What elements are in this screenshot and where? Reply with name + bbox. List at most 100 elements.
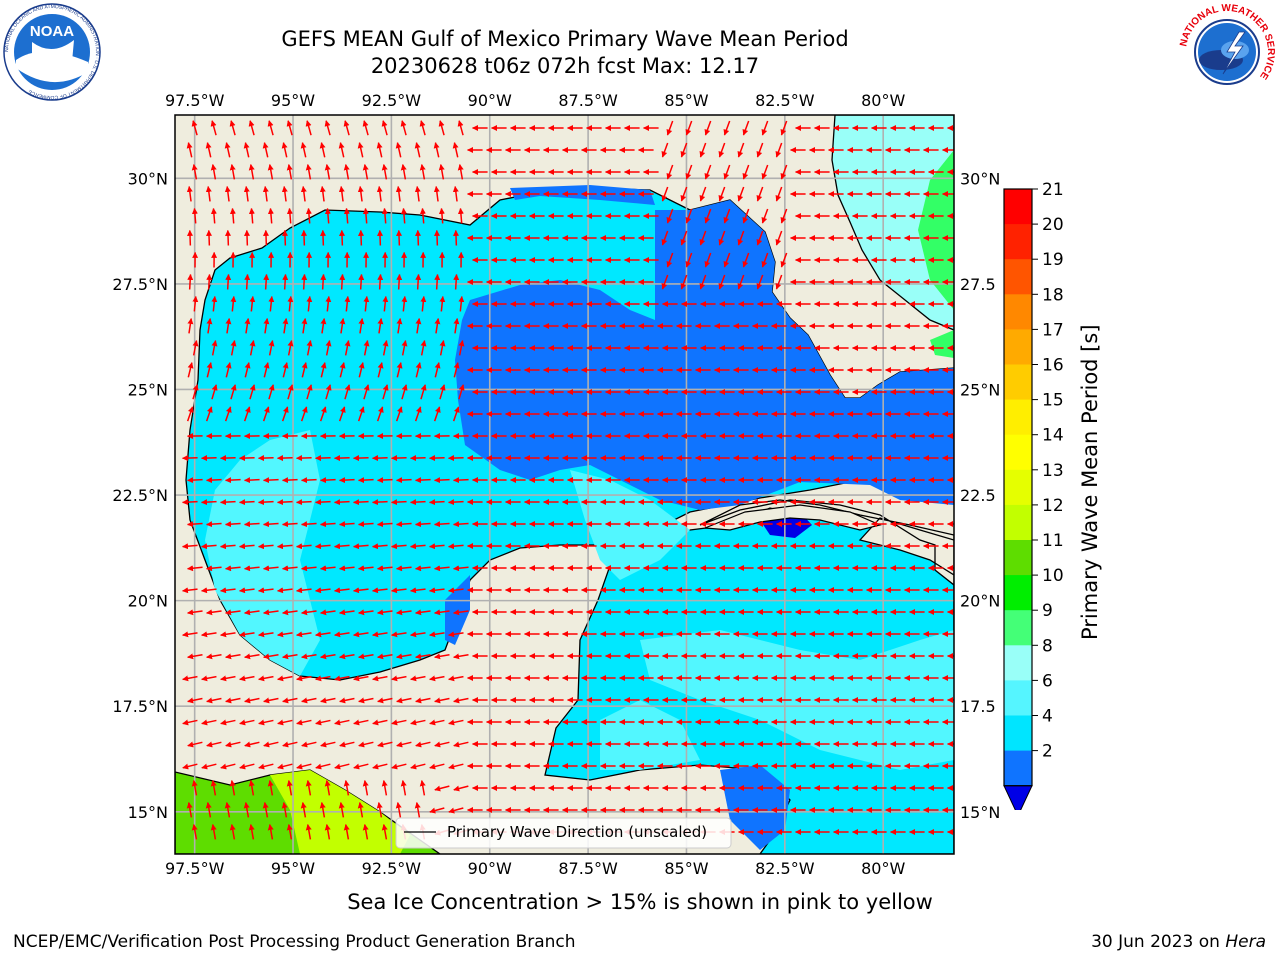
wave-arrow xyxy=(258,543,274,550)
wave-arrow xyxy=(395,185,402,202)
wave-arrow xyxy=(324,780,331,796)
wave-arrow xyxy=(306,295,313,312)
wave-arrow xyxy=(296,719,312,726)
wave-arrow xyxy=(301,741,317,748)
wave-arrow xyxy=(376,142,383,158)
wave-arrow xyxy=(206,521,222,528)
wave-arrow xyxy=(723,120,731,136)
wave-arrow xyxy=(448,543,464,550)
wave-arrow xyxy=(324,824,331,840)
noaa-logo: NOAA NATIONAL OCEANIC AND ATMOSPHERIC AD… xyxy=(3,3,101,101)
wave-arrow xyxy=(300,142,307,158)
wave-arrow xyxy=(343,824,350,840)
wave-arrow xyxy=(338,406,346,422)
wave-arrow xyxy=(205,185,212,202)
wave-arrow xyxy=(249,295,256,312)
wave-arrow xyxy=(187,565,203,572)
colorbar-tick-label: 12 xyxy=(1042,496,1064,516)
wave-arrow xyxy=(358,317,365,334)
colorbar-tick-label: 6 xyxy=(1042,671,1053,691)
wave-arrow xyxy=(338,802,345,818)
wave-arrow xyxy=(429,587,445,594)
wave-arrow xyxy=(320,609,336,616)
wave-arrow xyxy=(281,802,288,818)
wave-arrow xyxy=(357,142,364,158)
wave-arrow xyxy=(210,120,217,136)
colorbar-band xyxy=(1004,610,1032,646)
wave-arrow xyxy=(230,384,237,400)
wave-arrow xyxy=(301,653,317,660)
wave-arrow xyxy=(415,741,431,748)
wave-arrow xyxy=(201,675,217,682)
wave-arrow xyxy=(239,631,255,638)
wave-arrow xyxy=(262,185,269,202)
wave-arrow xyxy=(358,653,374,660)
lat-label-left: 30°N xyxy=(128,169,168,188)
wave-arrow xyxy=(315,719,331,726)
wave-arrow xyxy=(263,697,279,704)
wave-arrow xyxy=(434,273,441,290)
wave-arrow xyxy=(249,340,256,356)
wave-arrow xyxy=(267,207,274,224)
wave-arrow xyxy=(186,477,203,484)
wave-arrow xyxy=(410,675,426,682)
wave-arrow xyxy=(220,631,236,638)
wave-arrow xyxy=(718,274,726,290)
wave-arrow xyxy=(325,384,332,400)
wave-arrow xyxy=(186,406,194,422)
colorbar-band xyxy=(1004,294,1032,330)
map-title: GEFS MEAN Gulf of Mexico Primary Wave Me… xyxy=(0,26,1130,80)
wave-arrow xyxy=(205,142,212,158)
lon-labels-top: 97.5°W 95°W 92.5°W 90°W 87.5°W 85°W 82.5°W 80°W xyxy=(165,91,906,110)
lat-label-right: 17.5 xyxy=(960,697,996,716)
wave-arrow xyxy=(224,142,231,158)
wave-arrow xyxy=(301,609,317,616)
wave-arrow xyxy=(661,274,669,290)
wave-arrow xyxy=(401,295,408,312)
wave-arrow xyxy=(377,697,393,704)
wave-arrow xyxy=(187,362,194,378)
wave-arrow xyxy=(220,499,236,506)
wave-arrow xyxy=(334,499,350,506)
atlantic-long-period-2 xyxy=(930,330,954,358)
wave-arrow xyxy=(282,565,298,572)
lat-label-right: 30°N xyxy=(960,169,1000,188)
wave-arrow xyxy=(225,317,232,334)
wave-arrow xyxy=(438,207,445,224)
wave-arrow xyxy=(191,780,198,796)
wave-arrow xyxy=(187,609,203,616)
wave-arrow xyxy=(666,164,674,180)
wave-arrow xyxy=(433,142,440,158)
wave-arrow xyxy=(358,229,365,246)
wave-arrow xyxy=(419,207,426,224)
wave-arrow xyxy=(377,565,393,572)
wave-arrow xyxy=(377,521,393,528)
wave-arrow xyxy=(358,565,374,572)
wave-arrow xyxy=(410,587,426,594)
wave-arrow xyxy=(301,521,317,528)
wave-arrow xyxy=(244,229,251,246)
wave-arrow xyxy=(305,207,312,224)
wave-arrow xyxy=(305,164,312,180)
wave-arrow xyxy=(306,340,313,356)
colorbar-tick-label: 16 xyxy=(1042,356,1064,376)
wave-arrow xyxy=(414,185,421,202)
wave-arrow xyxy=(258,719,274,726)
credit-right: 30 Jun 2023 on Hera xyxy=(1091,932,1266,952)
wave-arrow xyxy=(206,653,222,660)
title-line-2: 20230628 t06z 072h fcst Max: 12.17 xyxy=(370,54,760,78)
wave-arrow xyxy=(357,185,364,202)
wave-arrow xyxy=(301,362,308,378)
wave-arrow xyxy=(258,763,274,770)
wave-arrow xyxy=(699,274,707,290)
wave-arrow xyxy=(396,653,412,660)
wave-arrow xyxy=(419,780,426,796)
wave-arrow xyxy=(263,273,270,290)
wave-arrow xyxy=(396,697,412,704)
wave-arrow xyxy=(334,631,350,638)
wave-arrow xyxy=(248,164,255,180)
wave-arrow xyxy=(211,295,218,312)
lon-label-bottom: 87.5°W xyxy=(558,859,618,878)
wave-arrow xyxy=(448,763,464,770)
wave-arrow xyxy=(680,142,688,158)
